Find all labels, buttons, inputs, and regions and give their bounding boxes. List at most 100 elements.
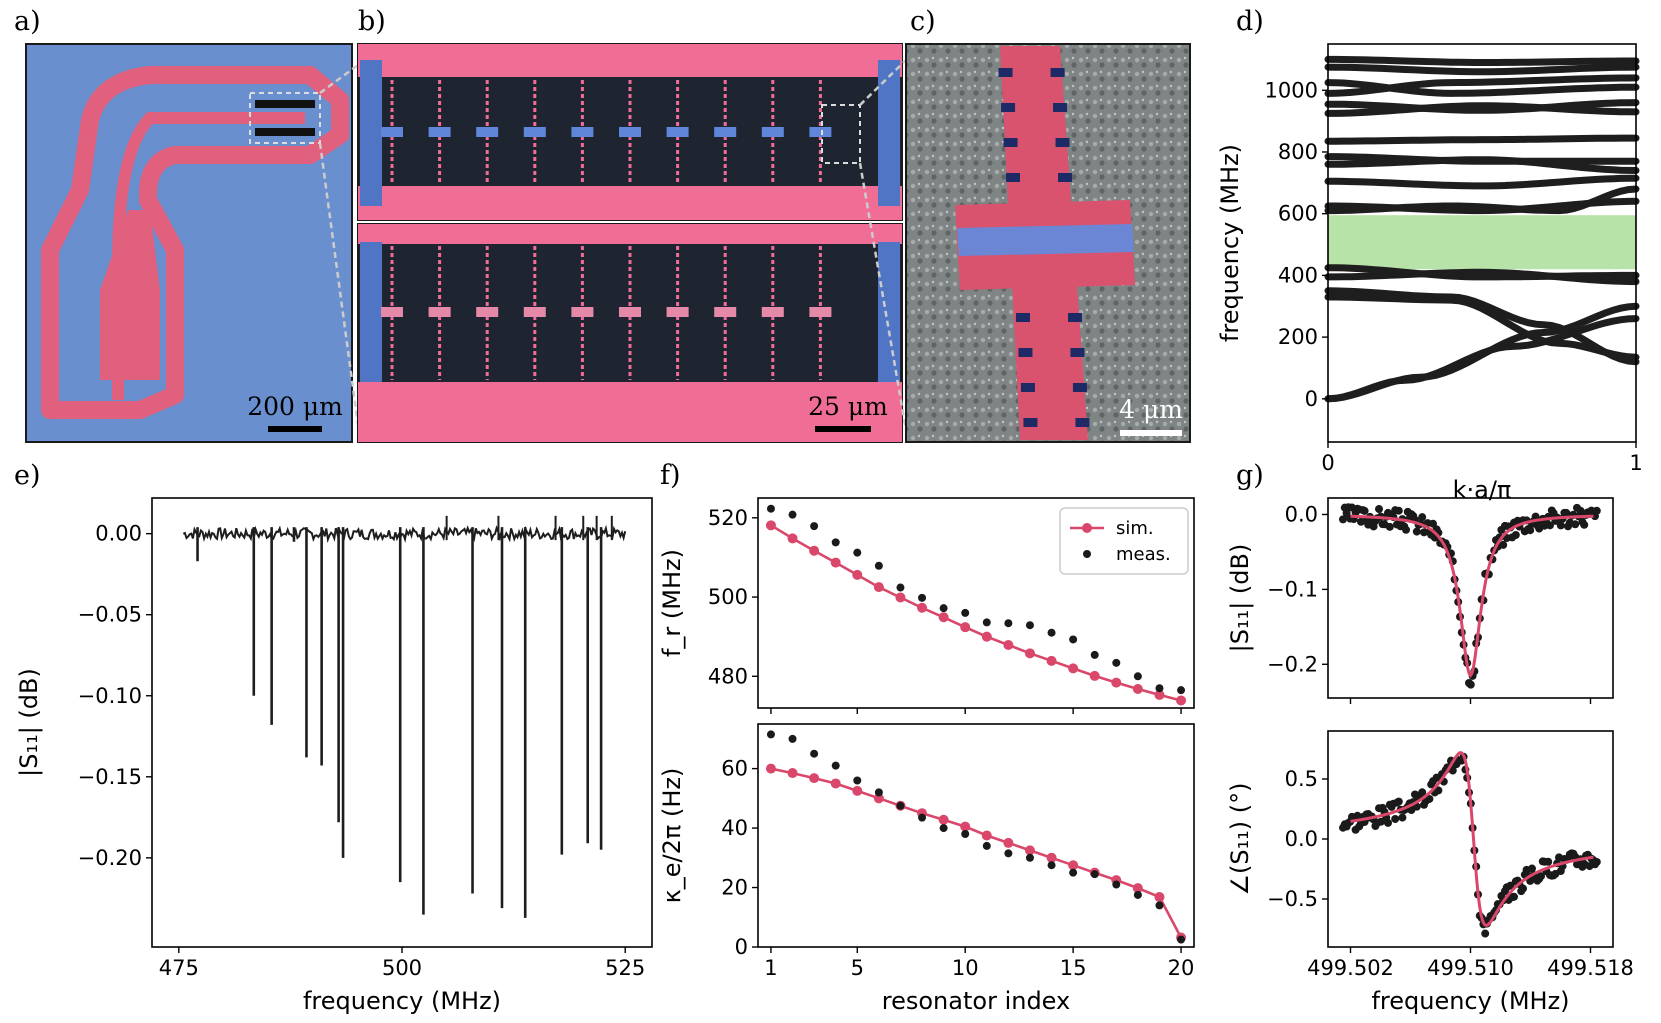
meas-point <box>1425 794 1434 803</box>
resonator-plate <box>476 127 499 137</box>
zoom-box-b <box>821 104 861 164</box>
y-axis-label: |S₁₁| (dB) <box>15 668 43 777</box>
meas-point <box>1090 870 1099 879</box>
sim-point <box>1154 892 1165 903</box>
y-tick-label: 200 <box>1278 325 1318 349</box>
sim-point <box>852 569 863 580</box>
meas-point <box>1177 686 1186 695</box>
y-tick-label: −0.2 <box>1267 652 1318 676</box>
micrograph-b-bottom <box>357 223 903 443</box>
resonator-plate <box>714 307 737 317</box>
panel-g-label: g) <box>1236 460 1264 491</box>
x-tick-label: 1 <box>1629 451 1642 475</box>
band-curve <box>1324 197 1640 215</box>
sim-point <box>1111 677 1122 688</box>
meas-point <box>1544 857 1553 866</box>
axes-frame <box>757 723 1195 948</box>
meas-point <box>1434 786 1443 795</box>
resonator-plate <box>809 307 832 317</box>
axes-frame <box>151 497 653 948</box>
resonator-plate <box>381 127 403 137</box>
x-tick-label: 500 <box>382 956 422 980</box>
legend-box <box>1059 507 1189 575</box>
zoom-line-b-bottom <box>858 162 908 431</box>
sem-hole <box>1001 103 1016 112</box>
meas-point <box>1155 901 1164 910</box>
panel-c-label: c) <box>910 6 936 37</box>
meas-point <box>1556 521 1565 530</box>
band-curve <box>1324 293 1640 361</box>
y-tick-label: −0.5 <box>1267 887 1318 911</box>
resonator-plate <box>619 307 641 317</box>
sim-point <box>830 778 841 789</box>
sem-hole <box>1075 418 1090 427</box>
y-tick-label: −0.05 <box>78 603 142 627</box>
meas-point <box>1339 515 1347 524</box>
meas-point <box>939 824 948 833</box>
sem-hole <box>998 68 1013 77</box>
band-curve <box>1324 79 1640 97</box>
x-tick-label: 499.510 <box>1427 956 1514 980</box>
sim-point <box>938 814 949 825</box>
b-top-pad-right <box>878 60 900 206</box>
sim-point <box>852 785 863 796</box>
meas-point <box>896 801 905 810</box>
meas-point <box>1481 929 1490 938</box>
y-tick-label: 0.00 <box>95 522 142 546</box>
b-top-ground-upper <box>358 44 902 77</box>
sem-hole <box>1053 103 1068 112</box>
meas-point <box>1546 521 1554 530</box>
y-tick-label: 0.5 <box>1285 767 1318 791</box>
axes-frame <box>1327 43 1637 443</box>
band-curve <box>1324 102 1640 117</box>
y-tick-label: 0.0 <box>1285 502 1318 526</box>
meas-point <box>1375 505 1383 514</box>
y-tick-label: 400 <box>1278 263 1318 287</box>
band-curve <box>1324 99 1640 114</box>
meas-point <box>1580 520 1589 529</box>
sim-point <box>1154 689 1165 700</box>
band-curve <box>1324 264 1640 281</box>
meas-point <box>1537 872 1545 881</box>
scale-bar-a-label: 200 μm <box>247 392 343 421</box>
meas-point <box>1069 635 1078 644</box>
sim-point <box>1046 852 1057 863</box>
y-tick-label: 500 <box>708 585 748 609</box>
x-tick-label: 475 <box>159 956 199 980</box>
sem-hole <box>1018 348 1033 357</box>
panel-b: b) 25 μm <box>357 6 908 443</box>
y-axis-label: f_r (MHz) <box>658 549 686 657</box>
sim-point <box>960 622 971 633</box>
y-tick-label: 480 <box>708 664 748 688</box>
meas-point <box>1385 522 1394 531</box>
scale-bar-c <box>1120 430 1182 436</box>
meas-point <box>1047 628 1056 637</box>
meas-point <box>1133 672 1142 681</box>
scale-bar-b <box>815 426 871 432</box>
meas-point <box>1047 861 1056 870</box>
meas-point <box>1466 680 1475 689</box>
x-tick-label: 1 <box>764 956 777 980</box>
sim-point <box>1024 845 1035 856</box>
y-tick-label: 40 <box>721 816 748 840</box>
resonator-array-slot-bottom <box>255 128 315 136</box>
zoom-box-a <box>249 92 321 144</box>
meas-point <box>831 538 840 547</box>
b-bottom-resonators <box>381 246 832 380</box>
b-top-ground-lower <box>358 186 902 220</box>
band-gap-region <box>1328 215 1636 270</box>
meas-point <box>1004 619 1013 628</box>
meas-point <box>982 841 991 850</box>
meas-point <box>788 734 797 743</box>
meas-point <box>961 830 970 839</box>
legend-sim-marker <box>1082 523 1092 533</box>
chart-g-magnitude: g) 0.0 −0.1 −0.2 |S₁₁| (dB) <box>1226 460 1614 704</box>
y-axis-label: κ_e/2π (Hz) <box>658 768 686 904</box>
resonator-plate <box>666 307 689 317</box>
y-tick-label: 0.0 <box>1285 827 1318 851</box>
sim-point <box>1068 860 1079 871</box>
resonator-plate <box>523 127 546 137</box>
chart-d-band-structure: d) 0 200 400 600 800 1000 0 1 frequency (MHz) k·a… <box>1216 6 1643 504</box>
meas-point <box>810 749 819 758</box>
